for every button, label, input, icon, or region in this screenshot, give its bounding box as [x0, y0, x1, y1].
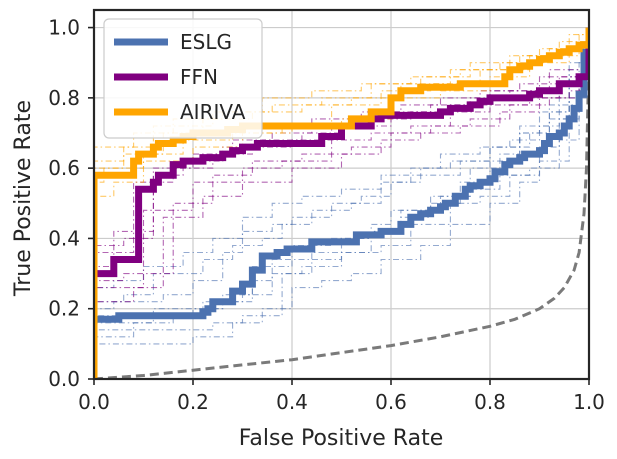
ffn-fold-curve: [94, 27, 589, 379]
ffn-fold-curve: [94, 27, 589, 379]
eslg-fold-curve: [94, 27, 589, 379]
y-tick-label: 0.6: [48, 156, 80, 180]
x-tick-label: 0.8: [474, 390, 506, 414]
legend-box: [103, 18, 263, 139]
y-axis-title: True Positive Rate: [11, 100, 36, 297]
chance-curve: [94, 52, 589, 379]
axes-frame: [92, 8, 591, 381]
airiva-mean-roc-line: [94, 27, 589, 379]
plot-area: [94, 27, 589, 379]
x-axis-title: False Positive Rate: [239, 426, 443, 451]
legend: ESLG FFN AIRIVA: [103, 18, 263, 139]
eslg-fold-curve: [94, 27, 589, 379]
eslg-fold-curve: [94, 27, 589, 379]
axes: [88, 8, 591, 385]
x-tick-label: 0.2: [177, 390, 209, 414]
airiva-fold-curve: [94, 27, 589, 379]
eslg-fold-curve: [94, 27, 589, 379]
x-tick-label: 0.4: [276, 390, 308, 414]
eslg-fold-curve: [94, 27, 589, 379]
y-tick-label: 0.0: [48, 367, 80, 391]
ffn-mean-roc-line: [94, 27, 589, 379]
y-tick-label: 0.4: [48, 226, 80, 250]
x-tick-label: 1.0: [573, 390, 605, 414]
airiva-fold-curve: [94, 27, 589, 379]
eslg-fold-curve: [94, 27, 589, 379]
y-tick-label: 0.8: [48, 86, 80, 110]
airiva-fold-curve: [94, 27, 589, 379]
y-tick-label: 1.0: [48, 16, 80, 40]
legend-label: ESLG: [180, 30, 232, 54]
x-tick-label: 0.6: [375, 390, 407, 414]
x-tick-label: 0.0: [78, 390, 110, 414]
legend-label: FFN: [180, 65, 218, 89]
y-tick-label: 0.2: [48, 297, 80, 321]
airiva-fold-curve: [94, 27, 589, 379]
ffn-fold-curve: [94, 27, 589, 379]
tick-labels: 0.0 0.2 0.4 0.6 0.8 1.0 0.0 0.2 0.4 0.6 0.8 1.0: [48, 16, 605, 414]
eslg-mean-roc-line: [94, 27, 589, 379]
legend-label: AIRIVA: [180, 100, 246, 124]
